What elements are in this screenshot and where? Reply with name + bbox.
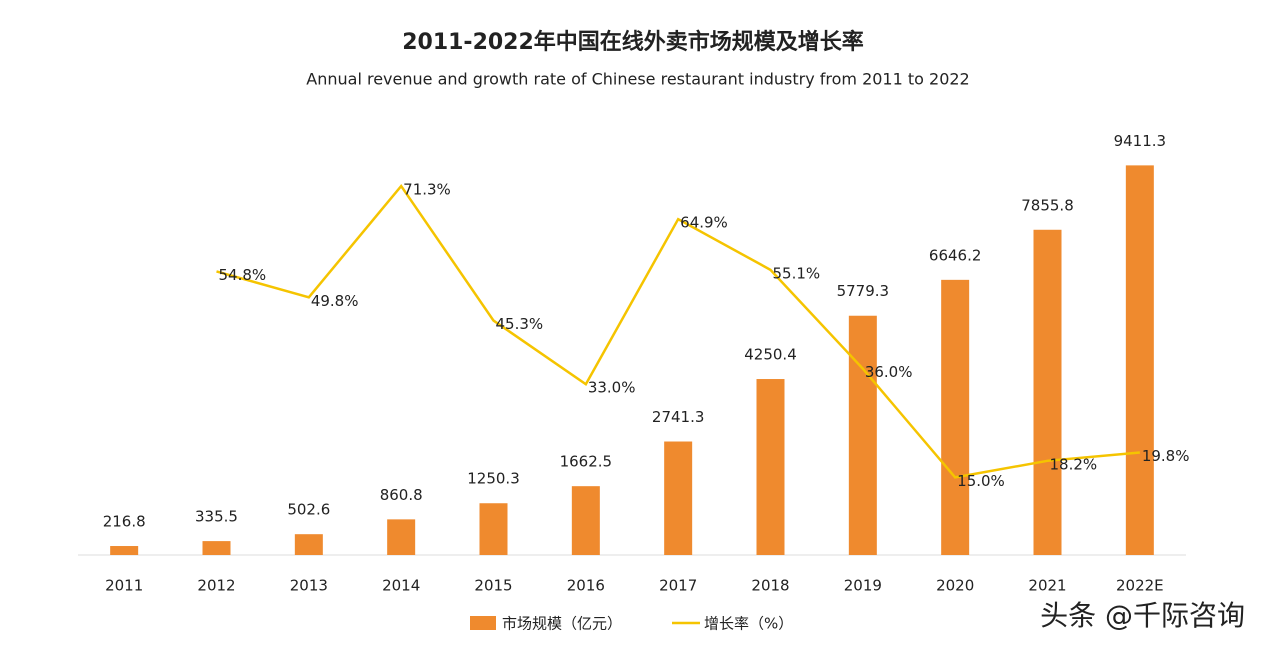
bar [110, 546, 139, 555]
bar [479, 503, 508, 555]
x-tick-label: 2011 [105, 577, 143, 595]
x-tick-label: 2013 [290, 577, 328, 595]
x-tick-label: 2018 [751, 577, 789, 595]
bar-value-label: 9411.3 [1114, 132, 1167, 150]
line-value-label: 71.3% [403, 181, 451, 199]
bar [1125, 165, 1154, 555]
watermark: 头条 @千际咨询 [1040, 599, 1245, 632]
bar [756, 379, 785, 555]
bar [571, 486, 600, 555]
bar-value-label: 6646.2 [929, 246, 982, 264]
bar [1033, 229, 1062, 555]
line-value-label: 54.8% [219, 266, 267, 284]
x-tick-label: 2019 [844, 577, 882, 595]
bar-value-label: 4250.4 [744, 346, 797, 364]
bar-value-label: 1250.3 [467, 470, 520, 488]
x-tick-label: 2020 [936, 577, 974, 595]
line-value-label: 19.8% [1142, 447, 1190, 465]
x-tick-label: 2016 [567, 577, 605, 595]
bar-value-label: 216.8 [103, 513, 146, 531]
bar-value-label: 5779.3 [837, 282, 890, 300]
line-value-label: 55.1% [773, 264, 821, 282]
bar [941, 279, 970, 555]
legend-swatch [470, 616, 496, 630]
x-tick-label: 2022E [1116, 577, 1164, 595]
x-tick-label: 2014 [382, 577, 420, 595]
bar-value-label: 1662.5 [560, 453, 613, 471]
line-value-label: 45.3% [496, 315, 544, 333]
x-tick-label: 2015 [474, 577, 512, 595]
bar [202, 541, 231, 555]
line-value-label: 36.0% [865, 363, 913, 381]
x-tick-label: 2012 [197, 577, 235, 595]
x-tick-label: 2021 [1028, 577, 1066, 595]
bar [664, 441, 693, 555]
x-tick-label: 2017 [659, 577, 697, 595]
legend-label: 市场规模（亿元） [502, 615, 622, 633]
chart-subtitle: Annual revenue and growth rate of Chines… [306, 70, 969, 89]
bar [848, 315, 877, 555]
bar-value-label: 860.8 [380, 486, 423, 504]
bar [294, 534, 323, 555]
line-value-label: 33.0% [588, 379, 636, 397]
bar-value-label: 7855.8 [1021, 196, 1074, 214]
line-value-label: 15.0% [957, 472, 1005, 490]
bar-value-label: 502.6 [287, 501, 330, 519]
bar [387, 519, 416, 555]
line-value-label: 64.9% [680, 214, 728, 232]
line-value-label: 49.8% [311, 292, 359, 310]
chart-title: 2011-2022年中国在线外卖市场规模及增长率 [402, 29, 864, 55]
bar-value-label: 2741.3 [652, 408, 705, 426]
line [216, 183, 1140, 479]
bar-value-label: 335.5 [195, 508, 238, 526]
legend-label: 增长率（%） [704, 615, 793, 633]
line-value-label: 18.2% [1050, 455, 1098, 473]
